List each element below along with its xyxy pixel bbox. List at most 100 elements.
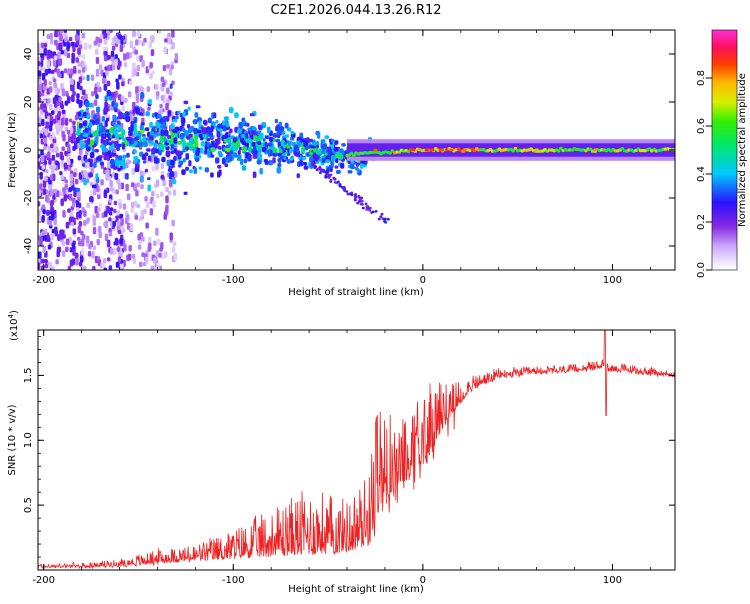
colorbar-gradient xyxy=(711,29,738,271)
heatmap-band-cell xyxy=(207,150,211,158)
heatmap-speckle xyxy=(59,191,64,197)
heatmap-speckle xyxy=(38,201,41,207)
heatmap-speckle xyxy=(102,257,107,264)
heatmap-tail-cell xyxy=(313,164,317,168)
heatmap-band-cell xyxy=(244,123,248,127)
heatmap-hotspot xyxy=(593,148,598,152)
heatmap-band-cell xyxy=(237,150,241,155)
heatmap-band-cell xyxy=(85,107,90,111)
heatmap-band-cell xyxy=(232,147,238,152)
heatmap-speckle xyxy=(68,187,72,193)
heatmap-speckle xyxy=(71,52,75,60)
heatmap-band-cell xyxy=(248,146,253,153)
heatmap-speckle xyxy=(129,80,133,86)
heatmap-band-cell xyxy=(156,122,160,129)
spectrogram-y-axis-label: Frequency (Hz) xyxy=(7,112,18,188)
heatmap-speckle xyxy=(39,236,43,245)
heatmap-tail-cell xyxy=(381,217,385,221)
heatmap-speckle xyxy=(165,206,169,215)
heatmap-speckle xyxy=(62,240,66,247)
heatmap-speckle xyxy=(44,175,48,182)
heatmap-band-cell xyxy=(104,120,108,127)
snr-x-tick-label: 0 xyxy=(420,575,426,586)
heatmap-band-cell xyxy=(251,126,257,131)
heatmap-band-cell xyxy=(226,123,230,128)
heatmap-speckle xyxy=(172,241,177,246)
heatmap-band-cell xyxy=(198,134,203,138)
heatmap-band-cell xyxy=(210,154,215,158)
heatmap-hotspot xyxy=(462,148,467,152)
colorbar-tick-label: 0.8 xyxy=(696,70,707,86)
heatmap-band-cell xyxy=(95,106,101,113)
heatmap-speckle xyxy=(40,155,45,163)
heatmap-tail-cell xyxy=(377,217,381,221)
heatmap-speckle xyxy=(160,191,164,197)
heatmap-band-cell xyxy=(281,131,286,135)
heatmap-band-cell xyxy=(236,129,242,135)
heatmap-speckle xyxy=(106,80,111,87)
heatmap-speckle xyxy=(121,81,125,87)
heatmap-band-cell xyxy=(282,145,287,149)
heatmap-speckle xyxy=(166,63,170,69)
heatmap-speckle xyxy=(136,55,140,62)
heatmap-band-cell xyxy=(118,126,122,132)
heatmap-speckle xyxy=(132,257,137,264)
heatmap-speckle xyxy=(84,93,88,102)
heatmap-speckle xyxy=(156,262,160,270)
heatmap-band-cell xyxy=(179,132,185,138)
heatmap-speckle xyxy=(77,48,81,55)
snr-y-multiplier-close: ) xyxy=(9,310,20,314)
heatmap-speckle xyxy=(160,76,165,82)
heatmap-speckle xyxy=(71,198,76,203)
heatmap-band-cell xyxy=(80,144,86,150)
heatmap-speckle xyxy=(158,252,162,258)
heatmap-ridge-cell xyxy=(388,151,393,155)
heatmap-band-cell xyxy=(335,169,341,175)
heatmap-hotspot xyxy=(411,148,416,152)
heatmap-speckle xyxy=(112,148,116,153)
heatmap-speckle xyxy=(65,246,69,253)
heatmap-band-cell xyxy=(257,124,262,130)
heatmap-speckle xyxy=(117,167,121,172)
heatmap-band-cell xyxy=(194,157,200,162)
heatmap-speckle xyxy=(69,158,74,164)
heatmap-speckle xyxy=(81,32,86,39)
heatmap-speckle xyxy=(113,35,118,44)
heatmap-speckle xyxy=(63,30,67,34)
heatmap-band-cell xyxy=(303,165,309,170)
heatmap-speckle xyxy=(38,90,41,98)
heatmap-speckle xyxy=(64,100,69,106)
heatmap-speckle xyxy=(46,34,51,40)
heatmap-speckle xyxy=(108,231,113,237)
heatmap-speckle xyxy=(91,91,95,97)
heatmap-band-cell xyxy=(143,141,148,148)
heatmap-tail-cell xyxy=(361,206,365,210)
heatmap-speckle xyxy=(61,250,66,257)
heatmap-speckle xyxy=(134,215,139,220)
snr-line xyxy=(38,330,675,570)
heatmap-speckle xyxy=(138,216,143,222)
snr-y-multiplier-exp: 4 xyxy=(7,313,15,318)
heatmap-speckle xyxy=(136,30,141,37)
heatmap-tail-cell xyxy=(333,177,337,181)
heatmap-band-cell xyxy=(122,163,126,170)
heatmap-band-cell xyxy=(267,149,271,155)
heatmap-speckle xyxy=(42,209,46,215)
heatmap-speckle xyxy=(64,117,69,126)
heatmap-band-cell xyxy=(111,121,116,126)
heatmap-band-cell xyxy=(156,132,161,137)
heatmap-speckle xyxy=(63,32,67,38)
heatmap-speckle xyxy=(47,68,52,74)
heatmap-band-cell xyxy=(302,162,308,166)
heatmap-band-cell xyxy=(227,137,232,144)
heatmap-band-cell xyxy=(211,141,215,148)
heatmap-band-cell xyxy=(94,130,99,137)
heatmap-band-cell xyxy=(210,172,214,178)
heatmap-speckle xyxy=(83,220,87,227)
heatmap-speckle xyxy=(41,72,46,81)
heatmap-band-cell xyxy=(170,123,175,130)
heatmap-speckle xyxy=(50,69,55,75)
heatmap-speckle xyxy=(49,38,54,45)
heatmap-band-cell xyxy=(151,113,155,118)
